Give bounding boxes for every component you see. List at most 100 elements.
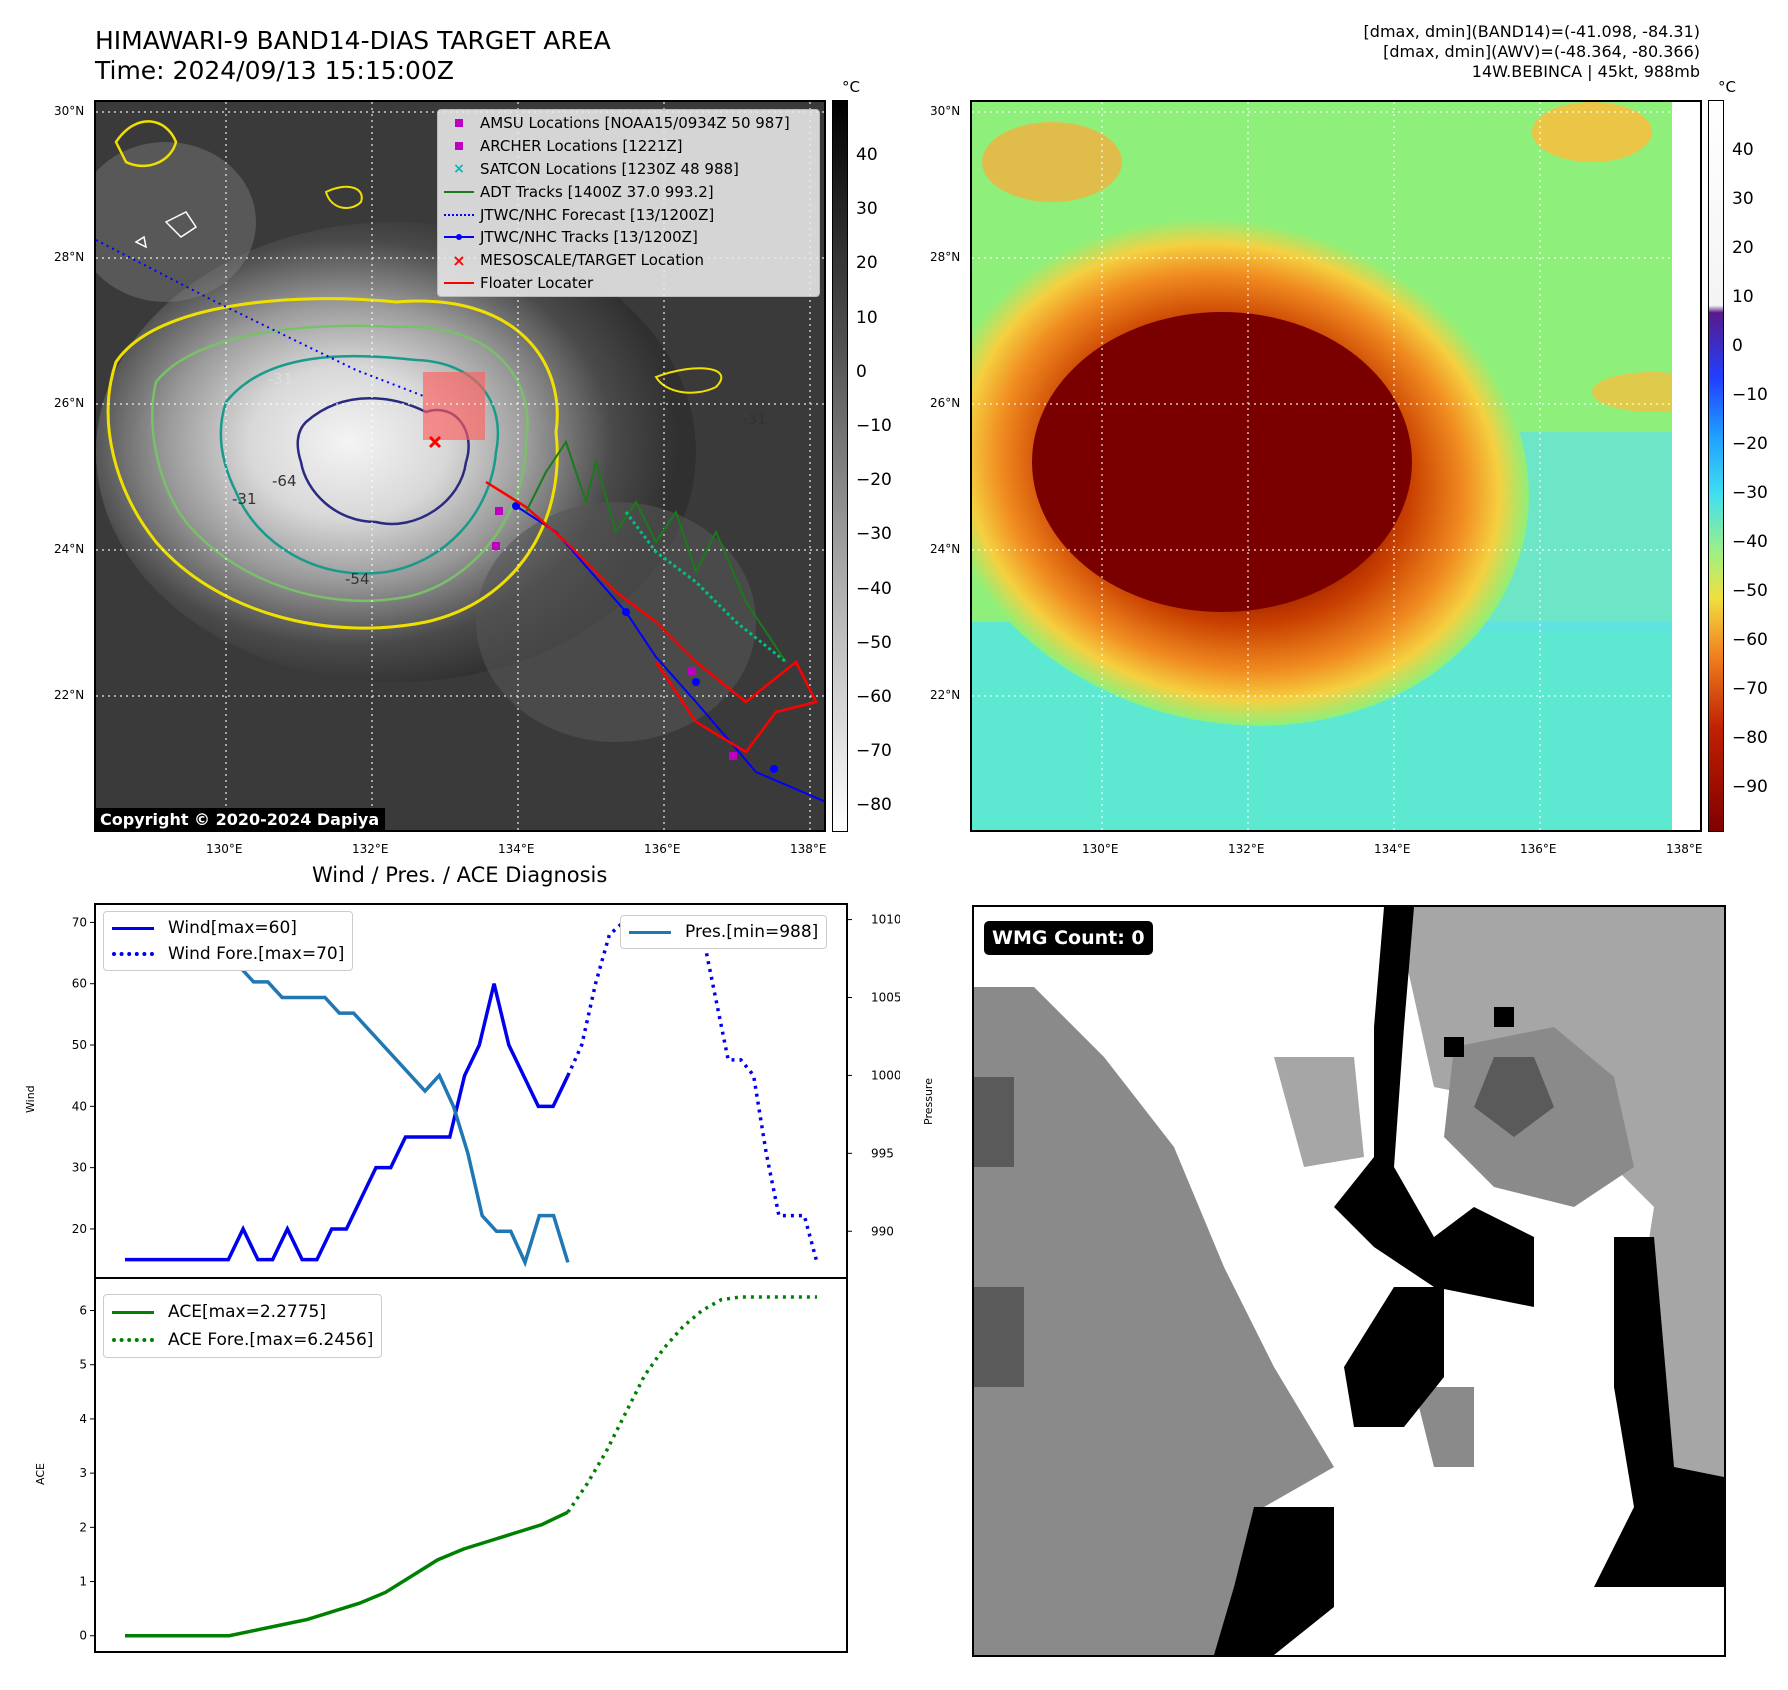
copyright-badge: Copyright © 2020-2024 Dapiya	[94, 808, 386, 831]
colorbar-tick-label: 30	[856, 199, 878, 220]
lat-label: 26°N	[930, 396, 961, 410]
colorbar-tick-label: −50	[856, 632, 892, 653]
lon-label: 134°E	[1374, 842, 1411, 856]
axis-tick-label: 1	[79, 1575, 87, 1589]
lon-label: 132°E	[1228, 842, 1265, 856]
diagnosis-title: Wind / Pres. / ACE Diagnosis	[312, 863, 608, 887]
wind-fore-legend-label: Wind Fore.[max=70]	[168, 944, 345, 964]
colorbar-tick-label: 0	[856, 361, 867, 382]
colorbar-tick-label: −30	[1732, 483, 1768, 503]
legend-label: Floater Locater	[480, 273, 594, 292]
pressure-axis-label: Pressure	[922, 1078, 935, 1125]
colorbar-tick-label: −80	[1732, 728, 1768, 748]
axis-tick-label: 1005	[871, 991, 900, 1005]
colorbar-tick-label: 40	[1732, 140, 1754, 160]
lat-label: 22°N	[930, 688, 961, 702]
lon-label: 130°E	[206, 842, 243, 856]
ir-colorbar-unit: °C	[842, 78, 860, 96]
lat-label: 28°N	[930, 250, 961, 264]
legend-jtwc-track: JTWC/NHC Tracks [13/1200Z]	[438, 226, 819, 249]
colorbar-tick-label: −10	[856, 416, 892, 436]
colorbar-tick-label: 0	[1732, 336, 1743, 356]
colorbar-tick-label: −70	[1732, 679, 1768, 699]
axis-tick-label: 50	[72, 1038, 87, 1052]
lat-label: 30°N	[54, 104, 85, 118]
legend-label: ADT Tracks [1400Z 37.0 993.2]	[480, 182, 714, 201]
axis-tick-label: 5	[79, 1358, 87, 1372]
legend-archer: ARCHER Locations [1221Z]	[438, 135, 819, 158]
jtwc-forecast-line	[96, 239, 427, 398]
lat-label: 24°N	[930, 542, 961, 556]
axis-tick-label: 30	[72, 1161, 87, 1175]
colorbar-tick-label: −80	[856, 795, 892, 816]
colorbar-tick-label: 20	[1732, 238, 1754, 258]
lat-label: 26°N	[54, 396, 85, 410]
diagnosis-chart: 20 30 40 50 60 70 990 995 1000 1005 1010 0 1 2 3 4 5 6	[72, 903, 900, 1653]
ace-legend-label: ACE[max=2.2775]	[168, 1302, 326, 1322]
axis-tick-label: 6	[79, 1304, 87, 1318]
legend-adt: ADT Tracks [1400Z 37.0 993.2]	[438, 180, 819, 203]
adt-track-line	[525, 439, 787, 663]
floater-locater-line	[485, 480, 818, 754]
lat-label: 28°N	[54, 250, 85, 264]
legend-label: JTWC/NHC Tracks [13/1200Z]	[480, 228, 698, 247]
axis-tick-label: 40	[72, 1099, 87, 1113]
ace-line	[125, 1510, 569, 1638]
axis-tick-label: 20	[72, 1222, 87, 1236]
contour-label: -31	[232, 490, 257, 508]
colorbar-tick-label: 20	[856, 253, 878, 274]
lon-label: 138°E	[1666, 842, 1703, 856]
awv-map-svg	[972, 102, 1700, 830]
colorbar-tick-label: −40	[856, 578, 892, 599]
legend-floater: Floater Locater	[438, 272, 819, 295]
contour-label: -64	[272, 472, 297, 490]
legend-label: MESOSCALE/TARGET Location	[480, 251, 705, 270]
wind-line	[125, 983, 570, 1262]
awv-colorbar	[1708, 100, 1724, 832]
colorbar-tick-label: −60	[856, 687, 892, 707]
ace-legend: ACE[max=2.2775] ACE Fore.[max=6.2456]	[103, 1294, 383, 1358]
legend-label: ARCHER Locations [1221Z]	[480, 137, 683, 156]
wind-axis-label: Wind	[24, 1085, 37, 1113]
axis-tick-label: 3	[79, 1466, 87, 1480]
colorbar-tick-label: −20	[856, 470, 892, 491]
colorbar-tick-label: −50	[1732, 581, 1768, 601]
axis-tick-label: 0	[79, 1629, 87, 1643]
legend-label: SATCON Locations [1230Z 48 988]	[480, 159, 739, 178]
contour-label: -31	[268, 370, 293, 388]
ace-forecast-line	[566, 1295, 817, 1514]
colorbar-tick-label: −70	[856, 741, 892, 762]
ir-colorbar	[832, 100, 848, 832]
map-legend: AMSU Locations [NOAA15/0934Z 50 987] ARC…	[437, 109, 820, 298]
target-area-box	[423, 372, 485, 440]
colorbar-tick-label: −60	[1732, 630, 1768, 650]
colorbar-tick-label: −20	[1732, 434, 1768, 454]
lon-label: 134°E	[498, 842, 535, 856]
lon-label: 132°E	[352, 842, 389, 856]
pressure-legend: Pres.[min=988]	[620, 915, 828, 949]
lon-label: 130°E	[1082, 842, 1119, 856]
axis-tick-label: 1000	[871, 1068, 900, 1082]
lat-label: 30°N	[930, 104, 961, 118]
awv-map-panel	[970, 100, 1702, 832]
contour-label: -54	[345, 570, 370, 588]
wmg-panel	[972, 905, 1726, 1657]
ace-fore-legend-label: ACE Fore.[max=6.2456]	[168, 1330, 374, 1350]
colorbar-tick-label: 30	[1732, 189, 1754, 209]
band14-stats: [dmax, dmin](BAND14)=(-41.098, -84.31)	[1363, 22, 1700, 41]
legend-jtwc-forecast: JTWC/NHC Forecast [13/1200Z]	[438, 203, 819, 226]
pressure-line	[123, 918, 570, 1268]
legend-label: JTWC/NHC Forecast [13/1200Z]	[480, 205, 715, 224]
contour-label: -31	[742, 410, 767, 428]
title-line-2: Time: 2024/09/13 15:15:00Z	[95, 56, 454, 85]
ace-frame	[94, 1277, 848, 1653]
legend-amsu: AMSU Locations [NOAA15/0934Z 50 987]	[438, 112, 819, 135]
axis-tick-label: 70	[72, 915, 87, 929]
axis-tick-label: 990	[871, 1224, 894, 1238]
lon-label: 138°E	[790, 842, 827, 856]
awv-colorbar-unit: °C	[1718, 78, 1736, 96]
colorbar-tick-label: −40	[1732, 532, 1768, 552]
colorbar-tick-label: −10	[1732, 385, 1768, 405]
wmg-svg	[974, 907, 1724, 1655]
colorbar-tick-label: −90	[1732, 777, 1768, 797]
